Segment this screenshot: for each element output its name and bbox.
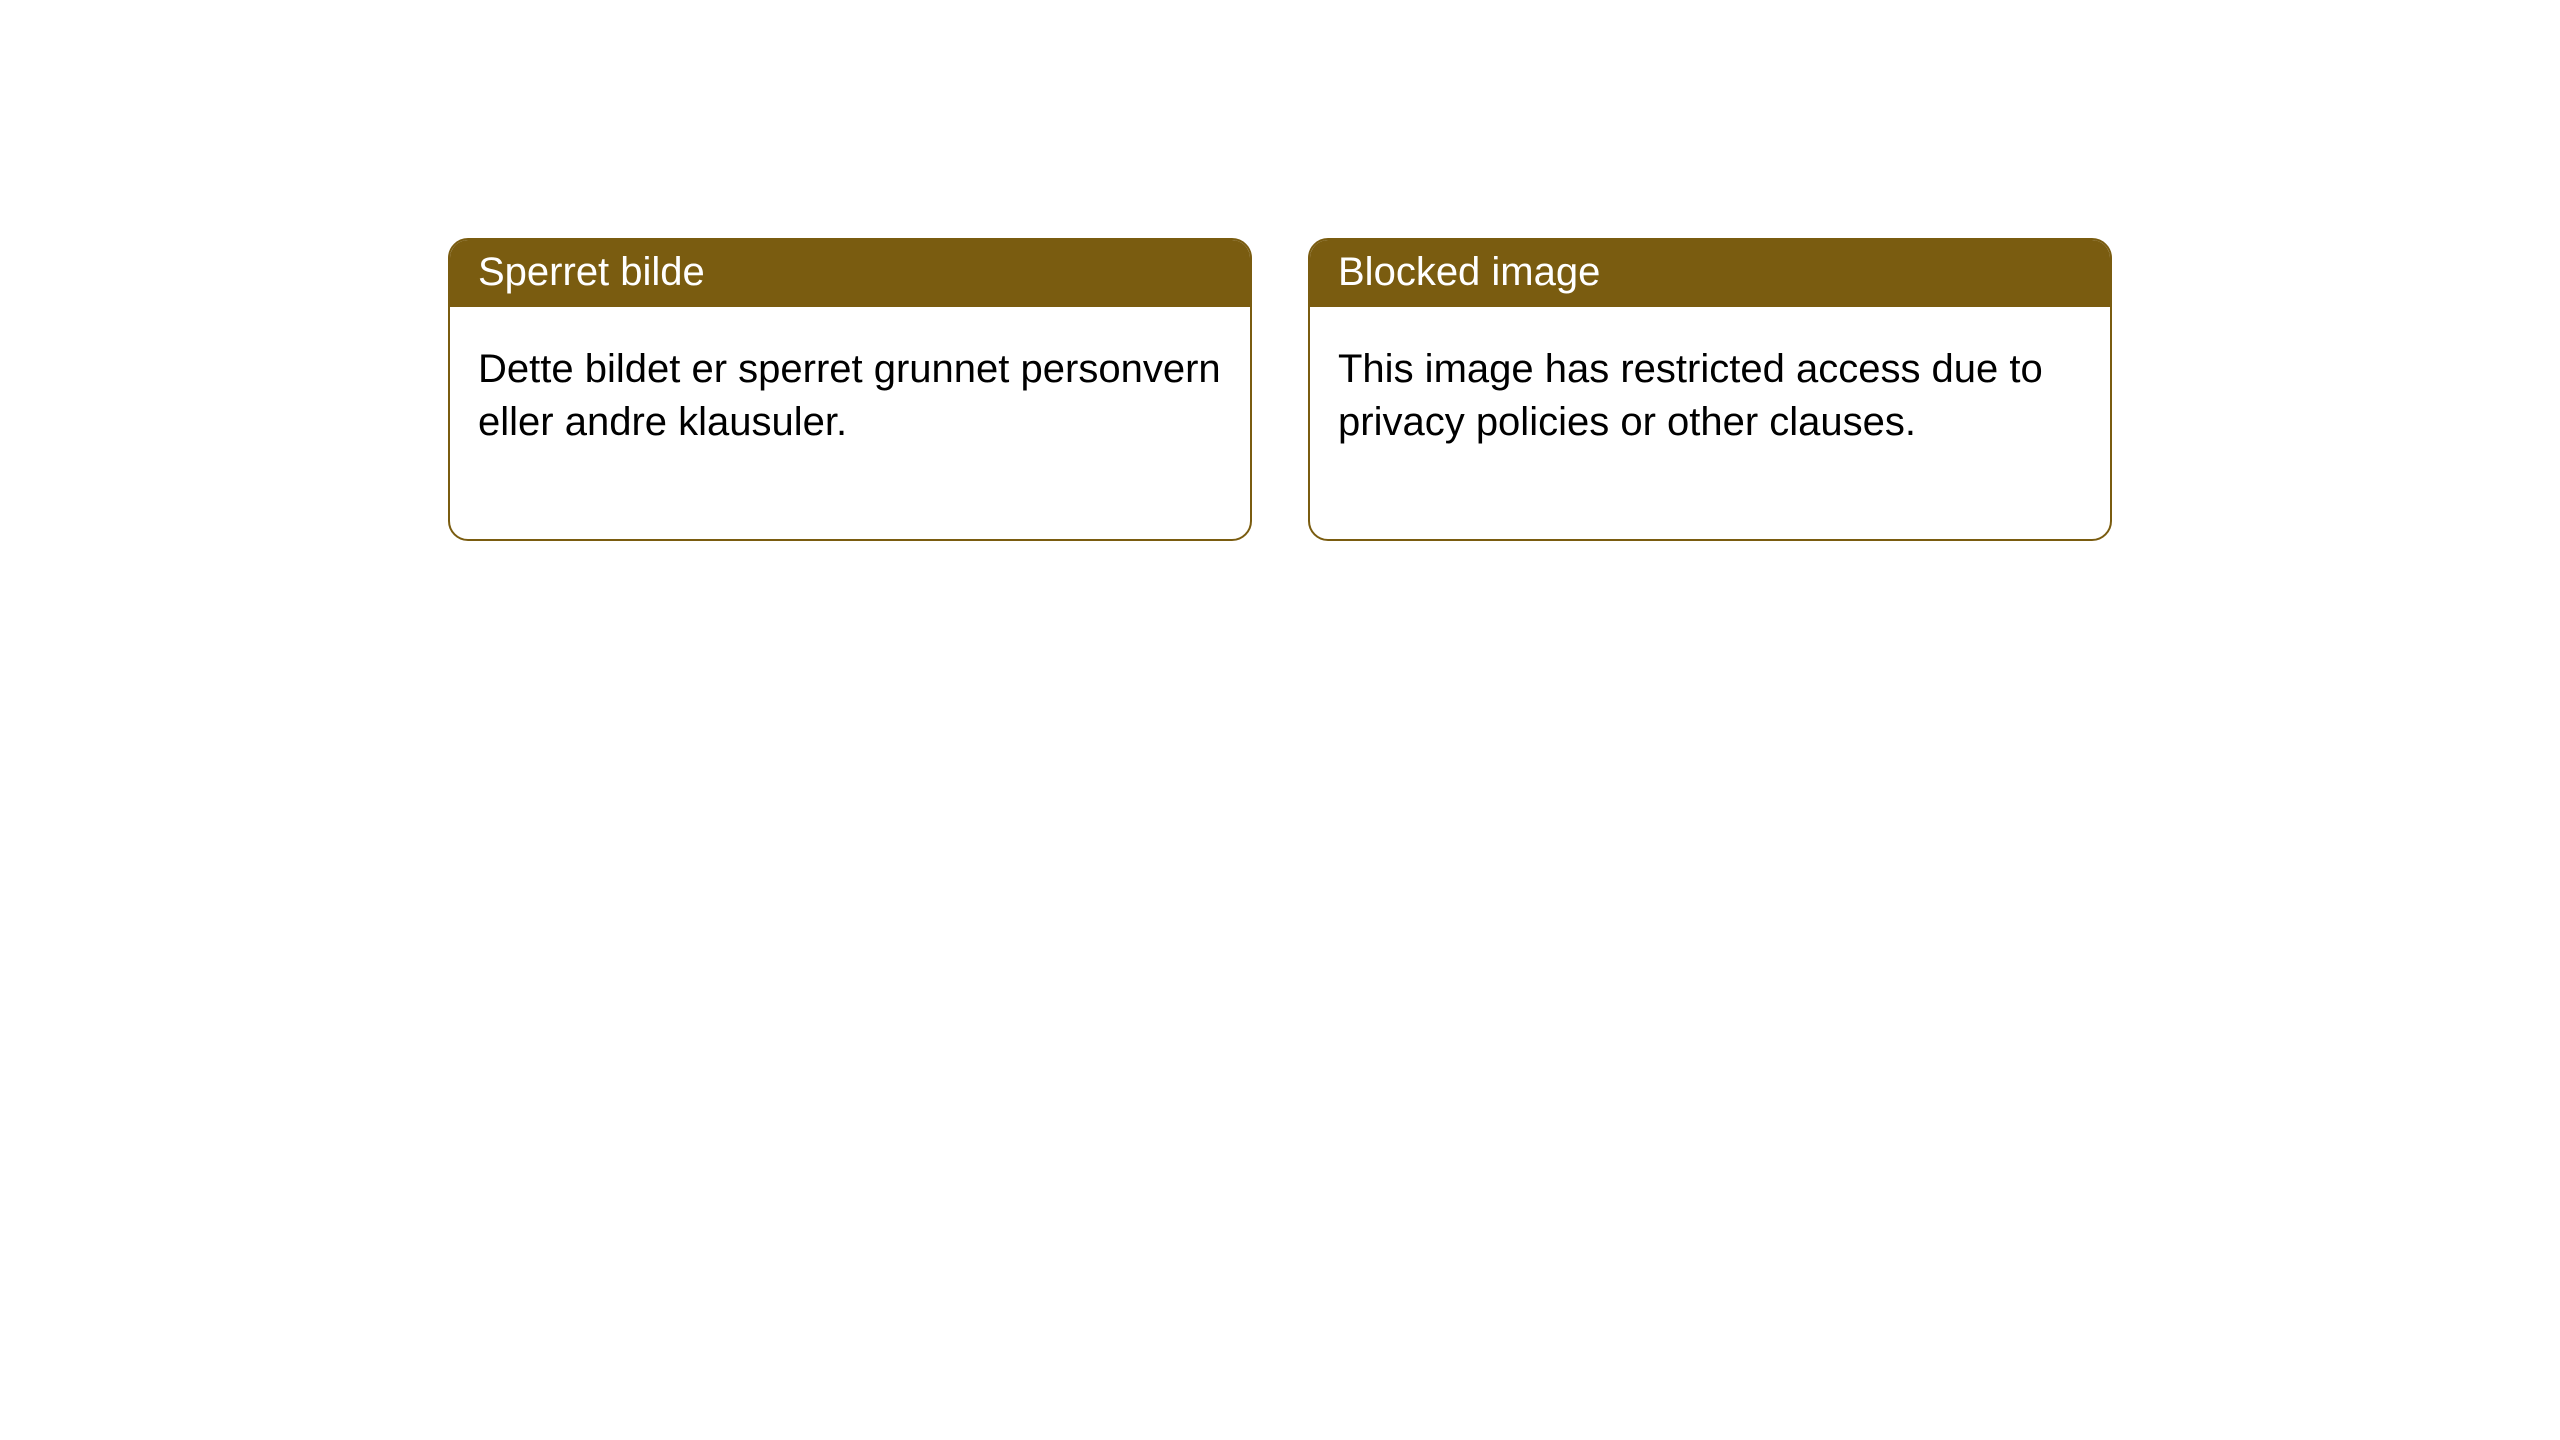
notice-card-english: Blocked image This image has restricted … <box>1308 238 2112 541</box>
notice-card-body: Dette bildet er sperret grunnet personve… <box>450 307 1250 539</box>
notice-card-title: Sperret bilde <box>450 240 1250 307</box>
notice-card-norwegian: Sperret bilde Dette bildet er sperret gr… <box>448 238 1252 541</box>
notice-container: Sperret bilde Dette bildet er sperret gr… <box>0 0 2560 541</box>
notice-card-body: This image has restricted access due to … <box>1310 307 2110 539</box>
notice-card-title: Blocked image <box>1310 240 2110 307</box>
